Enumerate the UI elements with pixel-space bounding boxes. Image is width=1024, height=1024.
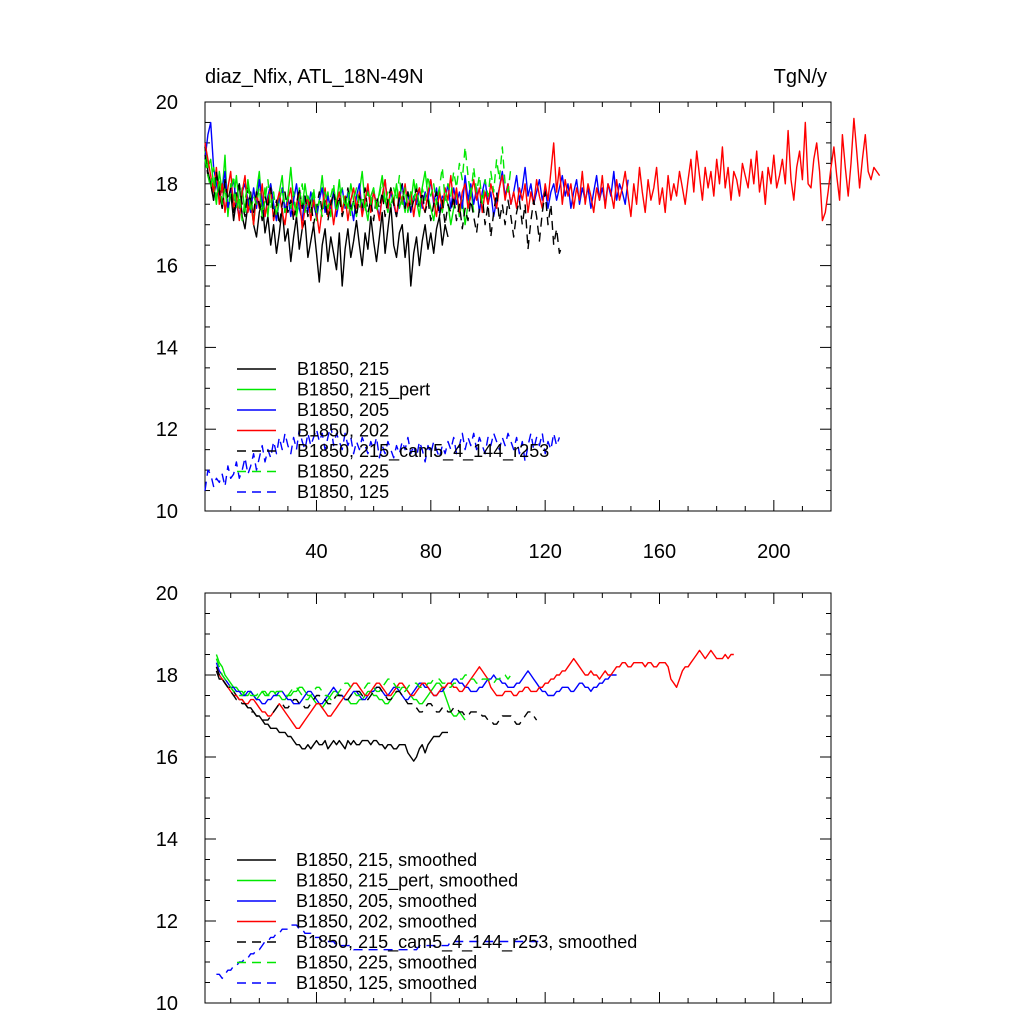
y-tick-label: 12 xyxy=(156,911,178,933)
legend-label: B1850, 215_pert xyxy=(297,380,430,401)
series-line xyxy=(204,117,881,234)
series-line xyxy=(216,924,543,980)
series-line xyxy=(204,424,561,491)
y-tick-label: 12 xyxy=(156,419,178,441)
x-tick-label: 160 xyxy=(643,541,676,563)
series-line xyxy=(204,146,512,222)
y-tick-label: 18 xyxy=(156,174,178,196)
chart-title: diaz_Nfix, ATL_18N-49N xyxy=(205,66,424,88)
y-tick-label: 14 xyxy=(156,829,178,851)
series-line xyxy=(215,666,538,725)
series-line xyxy=(215,658,512,701)
x-tick-label: 40 xyxy=(305,541,327,563)
x-tick-label: 80 xyxy=(420,541,442,563)
series-line xyxy=(204,121,629,222)
legend-label: B1850, 202 xyxy=(297,421,389,441)
legend-label: B1850, 215_cam5_4_144_r253 xyxy=(297,441,549,462)
legend-label: B1850, 225 xyxy=(297,462,389,482)
series-line xyxy=(215,670,448,762)
y-tick-label: 16 xyxy=(156,747,178,769)
y-tick-label: 20 xyxy=(156,583,178,605)
series-line xyxy=(204,155,563,255)
legend-label: B1850, 225, smoothed xyxy=(296,953,477,973)
series-line xyxy=(204,146,449,287)
legend-label: B1850, 215_cam5_4_144_r253, smoothed xyxy=(296,932,637,953)
units-label: TgN/y xyxy=(774,66,827,88)
legend-label: B1850, 215_pert, smoothed xyxy=(296,871,518,892)
legend-label: B1850, 202, smoothed xyxy=(296,912,477,932)
x-tick-label: 120 xyxy=(528,541,561,563)
series-line xyxy=(215,649,734,729)
series-line xyxy=(215,662,617,705)
legend-label: B1850, 205, smoothed xyxy=(296,891,477,911)
legend-label: B1850, 205 xyxy=(297,400,389,420)
x-tick-label: 200 xyxy=(757,541,790,563)
y-tick-label: 20 xyxy=(156,92,178,114)
y-tick-label: 14 xyxy=(156,337,178,359)
y-tick-label: 10 xyxy=(156,501,178,523)
y-tick-label: 10 xyxy=(156,993,178,1015)
series-line xyxy=(204,150,475,226)
legend-label: B1850, 215, smoothed xyxy=(296,850,477,870)
legend-label: B1850, 125, smoothed xyxy=(296,973,477,993)
y-tick-label: 16 xyxy=(156,256,178,278)
legend-label: B1850, 215 xyxy=(297,359,389,379)
y-tick-label: 18 xyxy=(156,665,178,687)
legend-label: B1850, 125 xyxy=(297,482,389,502)
